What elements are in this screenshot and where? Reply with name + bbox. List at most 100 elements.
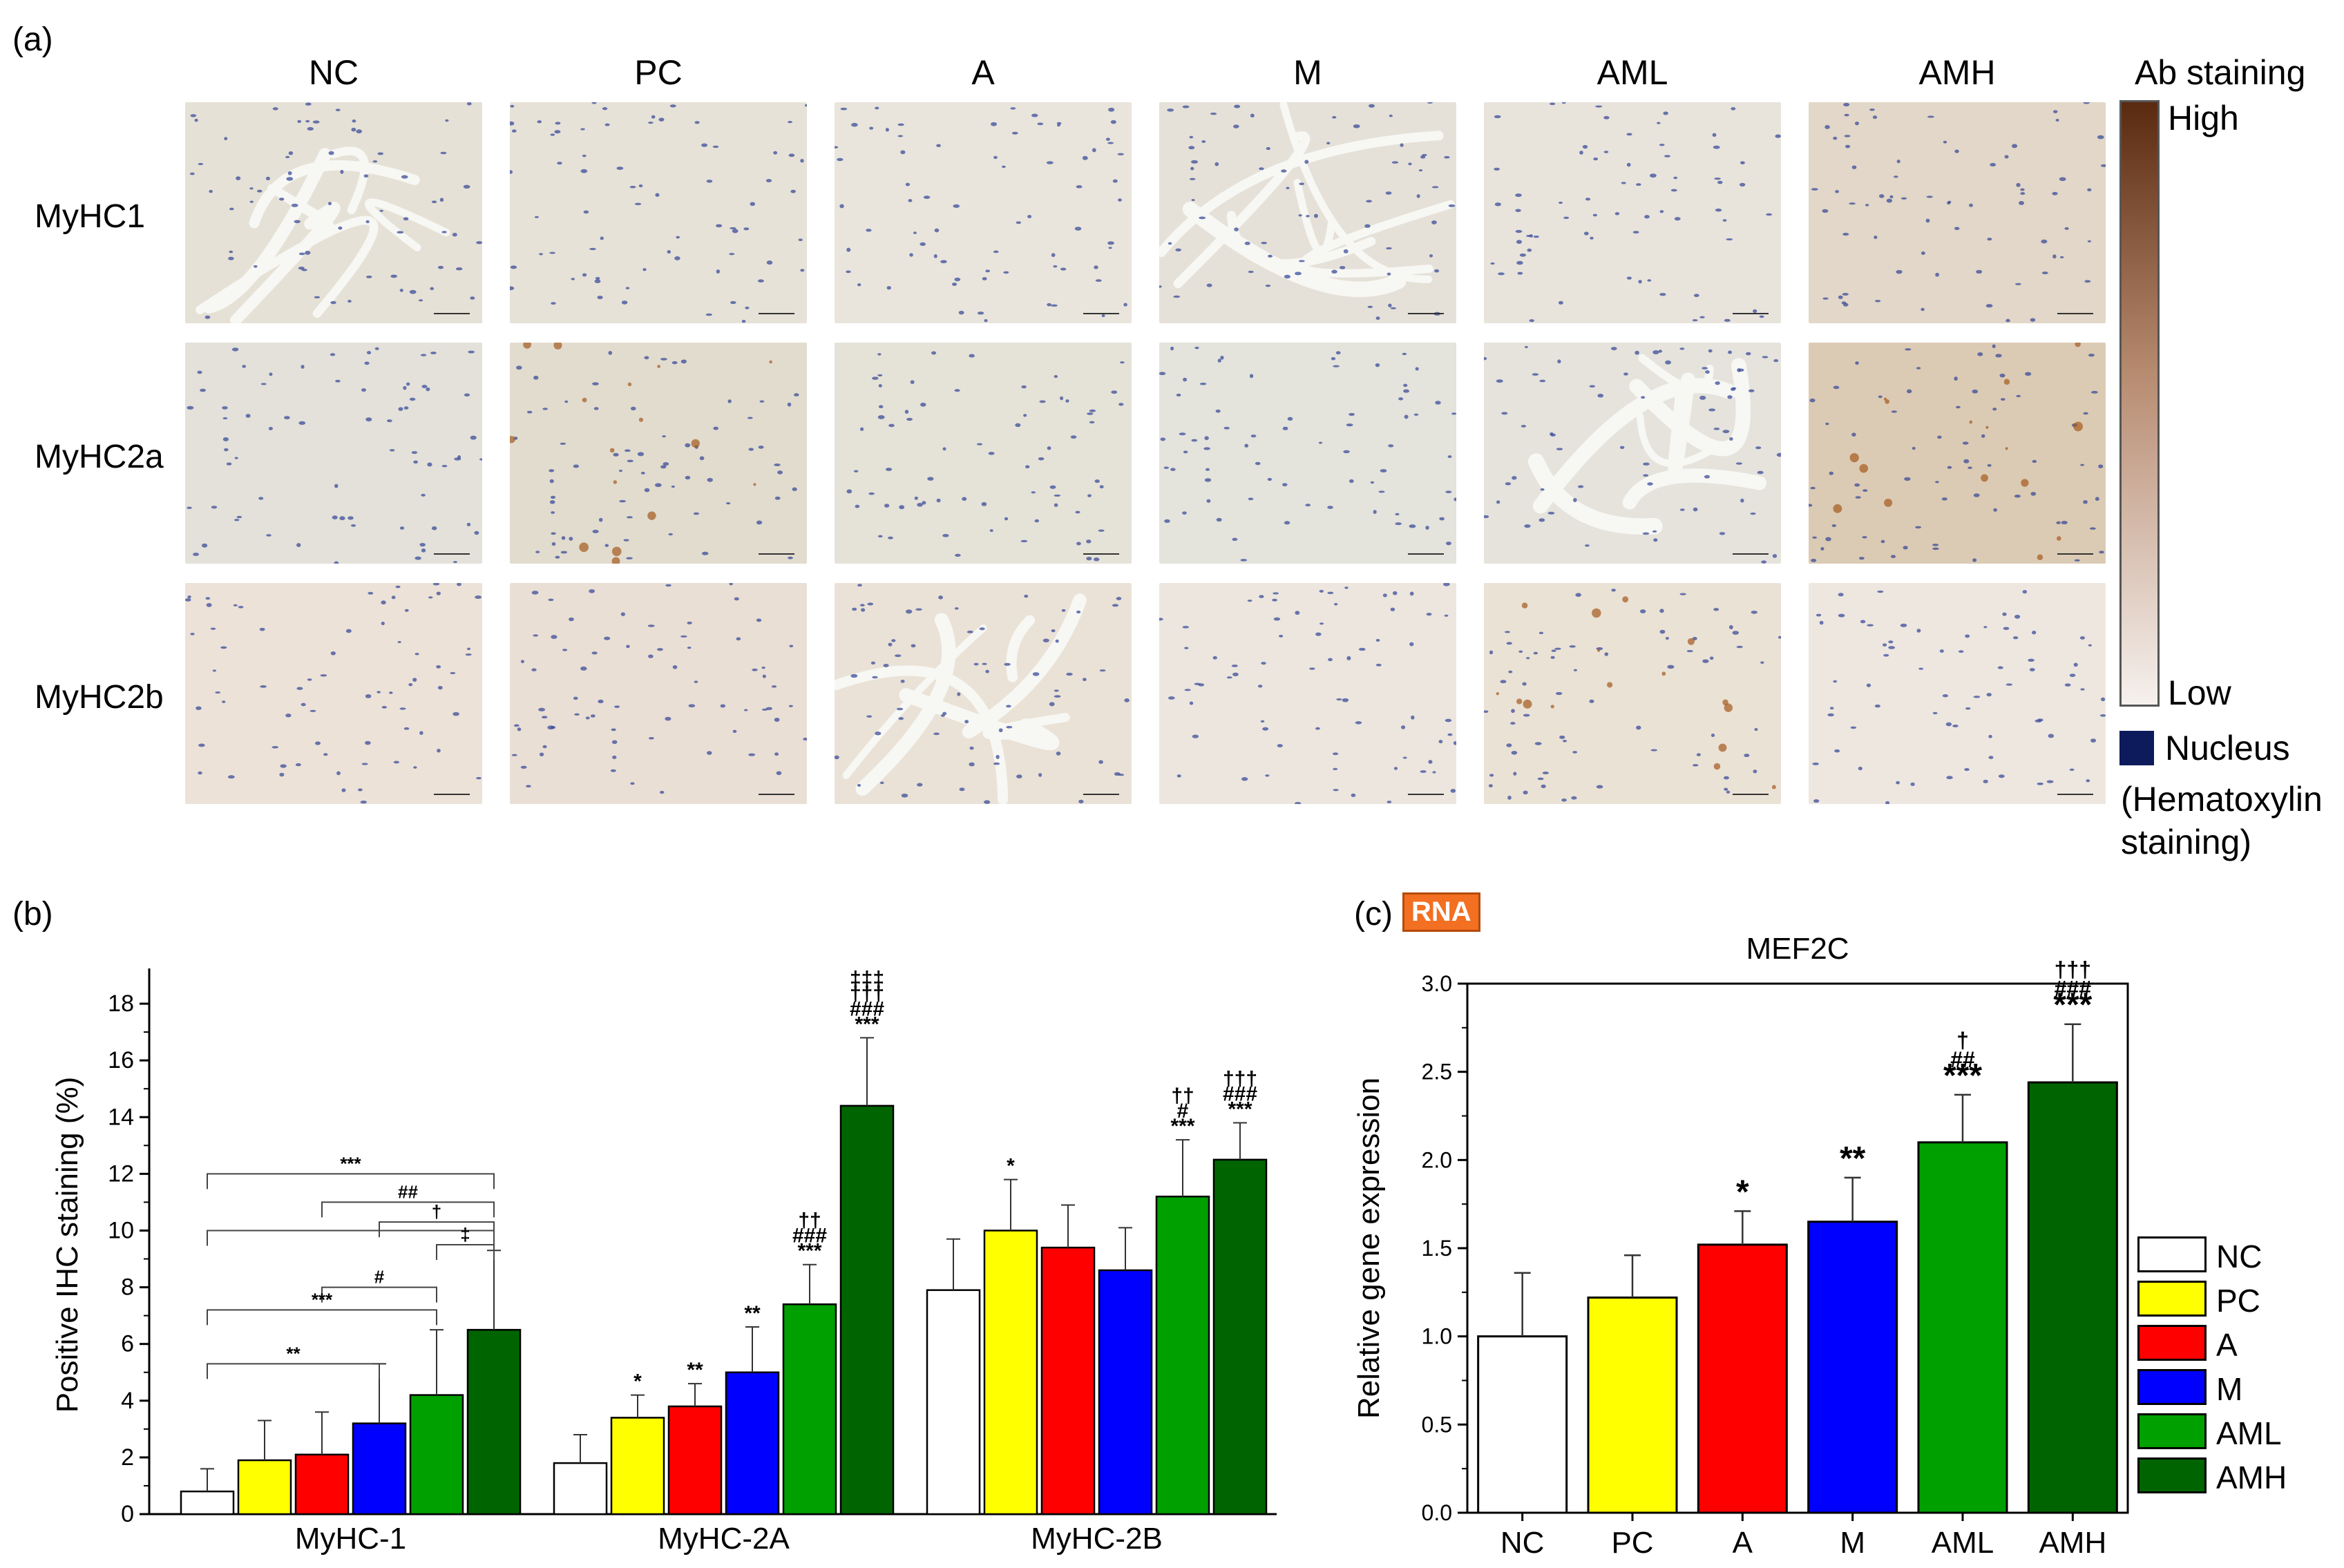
significance-bracket — [379, 1221, 495, 1238]
micrograph-tile — [510, 583, 807, 804]
nucleus-label: Nucleus — [2165, 729, 2290, 767]
significance-mark: ‡‡‡ — [850, 967, 884, 990]
row-header: MyHC2a — [35, 439, 164, 475]
bar — [553, 1462, 608, 1516]
micrograph-tile — [185, 343, 482, 564]
bar — [466, 1328, 522, 1516]
legend-item: A — [2137, 1325, 2344, 1364]
micrograph-tile — [510, 102, 807, 323]
nucleus-note: (Hematoxylin staining) — [2121, 780, 2323, 861]
significance-mark: ### — [1223, 1082, 1257, 1105]
bar — [1155, 1195, 1210, 1516]
column-header: NC — [308, 53, 359, 92]
y-tick-label: 8 — [121, 1274, 134, 1301]
bar — [1477, 1335, 1568, 1514]
significance-mark: †† — [1171, 1084, 1194, 1107]
legend-item: M — [2137, 1369, 2344, 1408]
y-tick-label: 3.0 — [1422, 971, 1452, 996]
y-tick-label: 6 — [121, 1331, 134, 1357]
legend-item: PC — [2137, 1281, 2344, 1319]
y-tick-label: 10 — [108, 1217, 134, 1243]
significance-mark: ### — [792, 1225, 827, 1247]
micrograph-tile — [1159, 343, 1456, 564]
micrograph-tile — [835, 102, 1132, 323]
significance-mark: ††† — [2055, 957, 2091, 982]
significance-bracket — [321, 1201, 495, 1218]
bar — [667, 1405, 723, 1516]
bracket-label: † — [432, 1201, 441, 1222]
micrograph-tile — [510, 343, 807, 564]
micrograph-tile — [1809, 102, 2106, 323]
x-category-label: NC — [1500, 1526, 1545, 1560]
micrograph-tile — [1159, 583, 1456, 804]
significance-mark: * — [1007, 1155, 1015, 1178]
significance-mark: ††† — [1223, 1067, 1257, 1090]
bracket-label: ## — [398, 1181, 418, 1202]
legend-label: M — [2216, 1371, 2243, 1407]
y-tick-label: 4 — [121, 1388, 134, 1414]
legend-item: AMH — [2137, 1457, 2344, 1496]
significance-mark: †† — [798, 1210, 821, 1232]
significance-mark: *** — [2053, 987, 2092, 1024]
x-category-label: AML — [1932, 1526, 1994, 1560]
bar — [1212, 1158, 1268, 1516]
x-category-label: PC — [1611, 1526, 1653, 1560]
scale-title: Ab staining — [2135, 53, 2306, 92]
bar — [1917, 1141, 2008, 1514]
micrograph-tile — [1484, 102, 1781, 323]
significance-bracket — [207, 1230, 495, 1246]
significance-mark: ** — [744, 1302, 761, 1325]
column-header: A — [971, 53, 995, 92]
x-category-label: M — [1840, 1526, 1865, 1560]
micrograph-tile — [835, 343, 1132, 564]
column-header: M — [1293, 53, 1322, 92]
bar — [1807, 1221, 1898, 1514]
legend-swatch — [2137, 1281, 2207, 1317]
legend-label: NC — [2216, 1239, 2262, 1274]
micrograph-tile — [1484, 583, 1781, 804]
significance-mark: ** — [1840, 1140, 1866, 1177]
micrograph-tile — [185, 102, 482, 323]
bracket-label: ‡ — [460, 1224, 470, 1245]
chart-title: MEF2C — [1746, 932, 1849, 966]
significance-mark: * — [1736, 1174, 1749, 1210]
x-category-label: MyHC-2A — [658, 1522, 790, 1556]
significance-mark: # — [1177, 1100, 1189, 1122]
panel-b-chart: 0 2 4 6 8 10 12 14 16 18 Positive IHC staining (%)… — [50, 967, 1277, 1556]
significance-mark: * — [633, 1370, 642, 1393]
scale-low-label: Low — [2168, 673, 2231, 712]
significance-bracket — [207, 1363, 380, 1379]
x-category-label: AMH — [2039, 1526, 2106, 1560]
y-tick-label: 0.0 — [1422, 1500, 1452, 1525]
legend-swatch — [2137, 1236, 2207, 1272]
legend-item: AML — [2137, 1413, 2344, 1452]
y-tick-label: 16 — [108, 1047, 134, 1073]
column-header: AMH — [1918, 53, 1996, 92]
y-tick-label: 0 — [121, 1501, 134, 1527]
bar — [1098, 1269, 1153, 1516]
bar — [610, 1417, 665, 1516]
scale-high-label: High — [2168, 99, 2239, 137]
bar — [352, 1422, 407, 1516]
bar — [926, 1289, 981, 1516]
y-axis-label: Relative gene expression — [1352, 1078, 1386, 1419]
column-header: PC — [634, 53, 683, 92]
y-tick-label: 0.5 — [1422, 1412, 1452, 1437]
significance-mark: ††† — [850, 982, 884, 1005]
legend-label: AMH — [2216, 1460, 2287, 1495]
rna-badge: RNA — [1402, 892, 1480, 932]
bar — [294, 1453, 350, 1516]
nucleus-swatch — [2119, 731, 2154, 765]
legend-swatch — [2137, 1369, 2207, 1405]
y-tick-label: 2.0 — [1422, 1147, 1452, 1172]
column-header: AML — [1597, 53, 1668, 92]
significance-mark: ### — [850, 997, 884, 1020]
panel-a-letter: (a) — [12, 21, 53, 58]
bar — [2027, 1081, 2118, 1514]
row-header: MyHC2b — [35, 679, 164, 716]
significance-bracket — [207, 1309, 437, 1326]
y-tick-label: 1.0 — [1422, 1324, 1452, 1349]
significance-mark: ** — [687, 1359, 703, 1381]
y-tick-label: 2 — [121, 1444, 134, 1471]
bar — [725, 1371, 780, 1516]
